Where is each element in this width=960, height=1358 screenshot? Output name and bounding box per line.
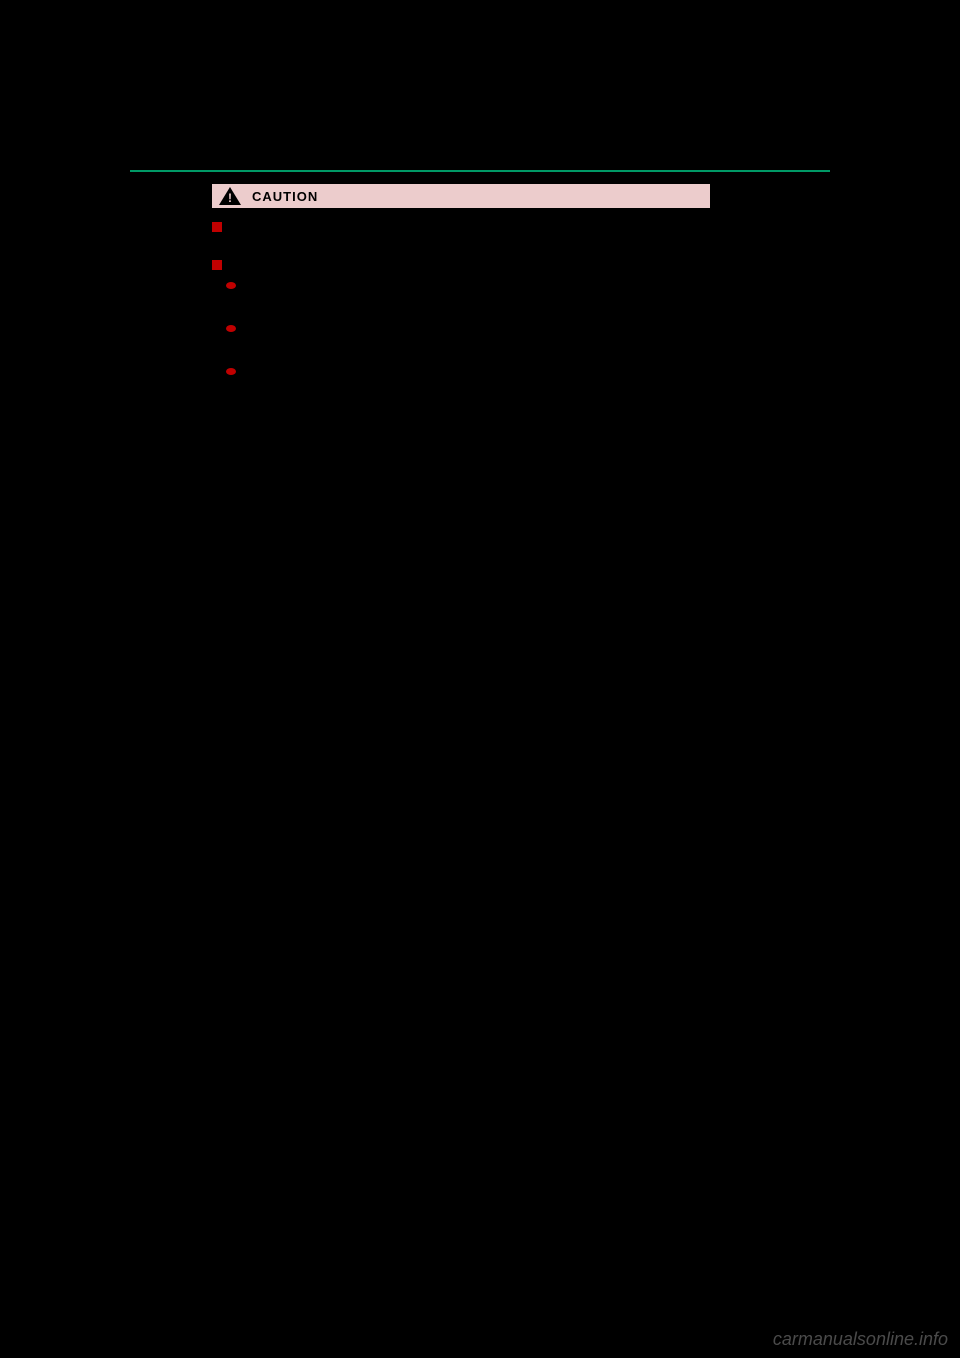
svg-text:!: ! <box>228 191 232 205</box>
header-divider <box>130 170 830 172</box>
content-area <box>212 222 710 375</box>
oval-bullet-icon <box>226 368 236 375</box>
section-heading-row <box>212 260 710 270</box>
caution-triangle-icon: ! <box>218 186 242 206</box>
oval-bullet-icon <box>226 325 236 332</box>
page-body: ! CAUTION <box>130 170 830 407</box>
caution-label: CAUTION <box>252 189 318 204</box>
oval-bullet-icon <box>226 282 236 289</box>
body-bullet-row <box>226 278 710 289</box>
square-bullet-icon <box>212 260 222 270</box>
caution-banner: ! CAUTION <box>212 184 710 208</box>
body-bullet-row <box>226 321 710 332</box>
section-heading-row <box>212 222 710 232</box>
square-bullet-icon <box>212 222 222 232</box>
footer-watermark: carmanualsonline.info <box>773 1329 948 1350</box>
body-bullet-row <box>226 364 710 375</box>
